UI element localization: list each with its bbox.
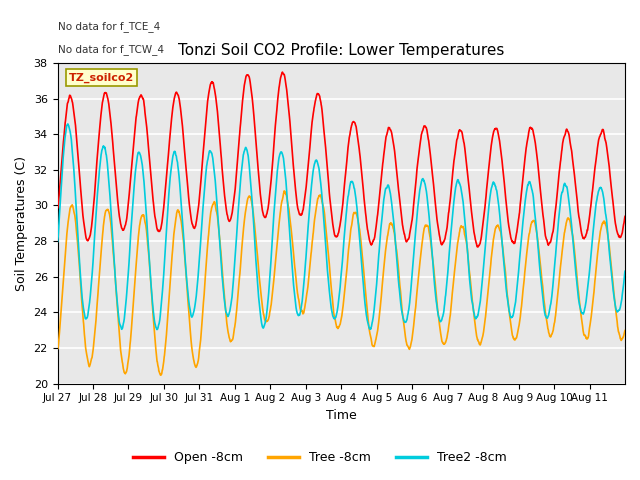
Legend: Open -8cm, Tree -8cm, Tree2 -8cm: Open -8cm, Tree -8cm, Tree2 -8cm (128, 446, 512, 469)
Text: No data for f_TCE_4: No data for f_TCE_4 (58, 22, 160, 32)
X-axis label: Time: Time (326, 409, 356, 422)
Y-axis label: Soil Temperatures (C): Soil Temperatures (C) (15, 156, 28, 291)
Title: Tonzi Soil CO2 Profile: Lower Temperatures: Tonzi Soil CO2 Profile: Lower Temperatur… (178, 43, 504, 58)
Text: No data for f_TCW_4: No data for f_TCW_4 (58, 44, 164, 55)
Text: TZ_soilco2: TZ_soilco2 (69, 72, 134, 83)
